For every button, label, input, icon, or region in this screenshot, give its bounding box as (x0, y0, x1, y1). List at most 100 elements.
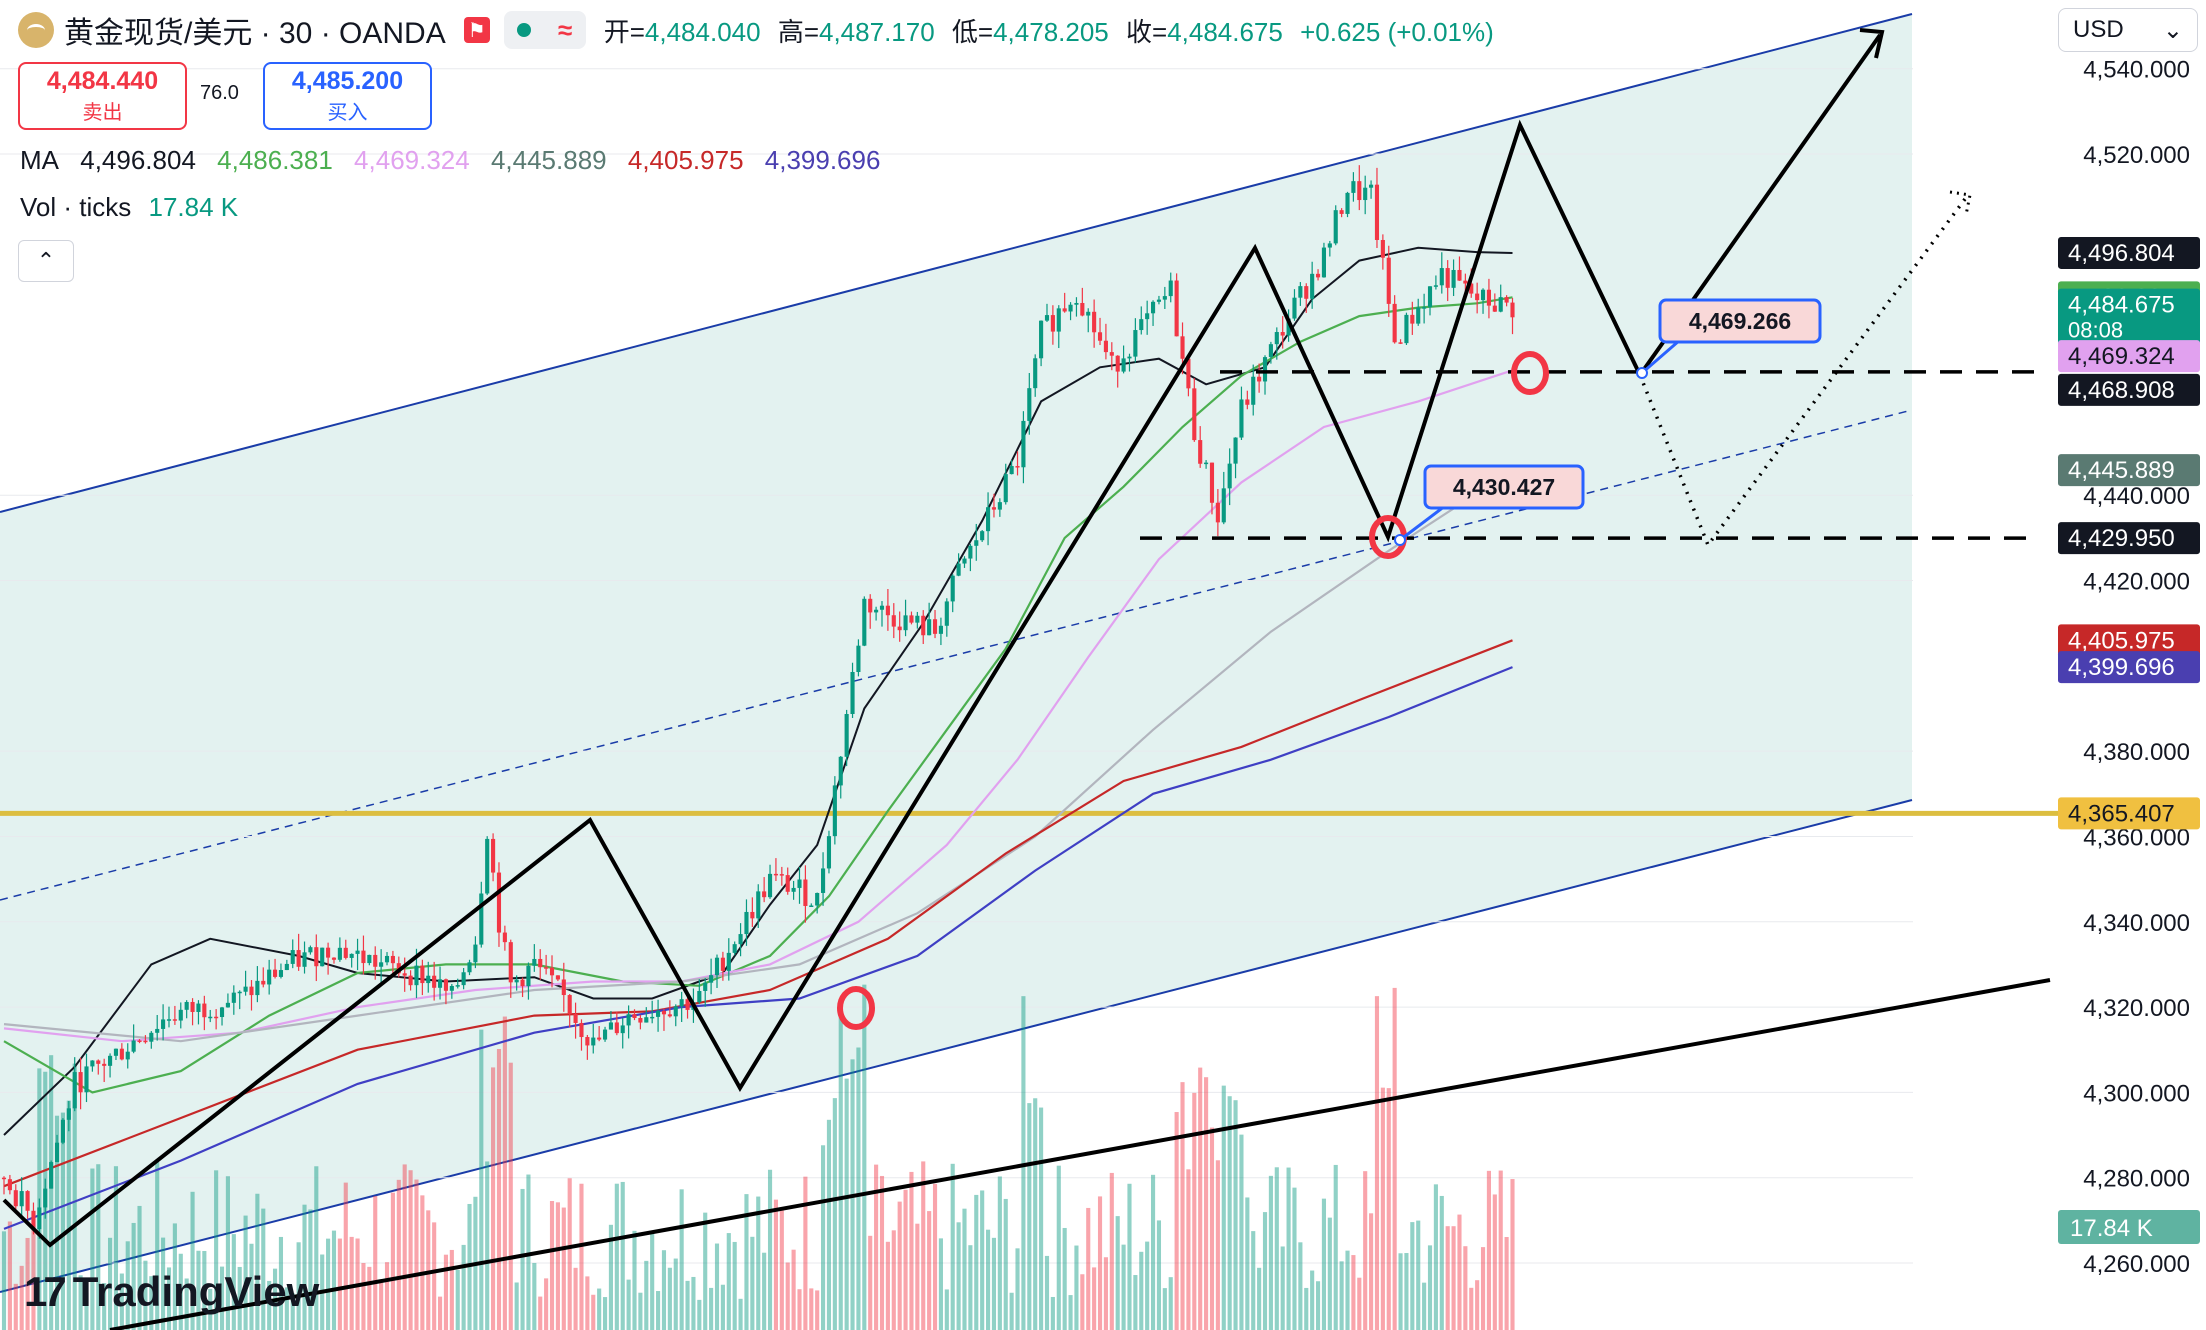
candle-body (927, 619, 932, 636)
candle-body (856, 645, 861, 672)
chevron-down-icon: ⌄ (2162, 16, 2183, 44)
volume-legend[interactable]: Vol · ticks 17.84 K (20, 192, 238, 223)
candle-body (267, 969, 272, 985)
volume-bar (1121, 1244, 1126, 1330)
volume-bar (1404, 1253, 1409, 1330)
volume-bar (1003, 1198, 1008, 1330)
volume-bar (1327, 1217, 1332, 1330)
candle-body (1168, 280, 1173, 297)
candle-body (1486, 289, 1491, 306)
candle-body (119, 1048, 124, 1060)
volume-bar (1315, 1281, 1321, 1330)
price-badge (2058, 651, 2200, 684)
volume-bar (7, 1221, 12, 1330)
price-tick-label: 4,440.000 (2083, 483, 2190, 510)
ma-legend[interactable]: MA 4,496.804 4,486.381 4,469.324 4,445.8… (20, 145, 894, 176)
volume-bar (302, 1204, 307, 1330)
volume-bar (1257, 1267, 1262, 1330)
volume-label: Vol · ticks (20, 192, 132, 222)
volume-bar (991, 1237, 997, 1330)
currency-select[interactable]: USD ⌄ (2058, 8, 2198, 52)
buy-button[interactable]: 4,485.200 买入 (263, 62, 432, 130)
candle-body (196, 1003, 201, 1012)
volume-bar (479, 1029, 484, 1330)
volume-bar (667, 1267, 672, 1330)
volume-bar (54, 1115, 60, 1330)
tradingview-logo[interactable]: 17 TradingView (24, 1268, 319, 1316)
candle-body (944, 601, 949, 626)
volume-bar (1015, 1248, 1020, 1330)
candle-body (597, 1037, 602, 1040)
volume-bar (632, 1230, 637, 1330)
volume-bar (685, 1280, 690, 1330)
ma-value-2: 4,486.381 (217, 145, 333, 175)
low-value: 4,478.205 (993, 16, 1109, 47)
volume-bar (1, 1231, 7, 1330)
candle-body (1410, 314, 1415, 324)
candle-body (538, 958, 543, 968)
wave-icon: ≈ (558, 14, 573, 45)
volume-bar (1363, 1171, 1368, 1330)
volume-bar (1351, 1255, 1356, 1330)
volume-bar (1245, 1197, 1250, 1330)
candle-body (1392, 303, 1397, 343)
collapse-legend-button[interactable]: ⌃ (18, 240, 74, 282)
volume-bar (379, 1281, 384, 1330)
volume-bar (491, 1067, 496, 1330)
volume-bar (1162, 1288, 1167, 1330)
volume-bar (1215, 1160, 1220, 1330)
flag-icon[interactable]: ⚑ (463, 17, 490, 43)
candle-body (1257, 376, 1262, 382)
volume-bar (1080, 1274, 1085, 1330)
candle-body (296, 950, 301, 967)
sell-button[interactable]: 4,484.440 卖出 (18, 62, 187, 130)
volume-bar (237, 1266, 242, 1330)
candle-body (1174, 280, 1179, 337)
volume-bar (1227, 1096, 1232, 1330)
candle-body (1186, 358, 1191, 389)
change-value: +0.625 (+0.01%) (1300, 16, 1494, 47)
volume-bar (832, 1098, 837, 1330)
tradingview-mark-icon: 17 (24, 1268, 67, 1315)
market-status-icon[interactable]: ≈ (503, 11, 586, 49)
candle-body (1233, 437, 1238, 464)
volume-bar (190, 1191, 195, 1330)
chevron-up-icon: ⌃ (36, 248, 56, 273)
symbol-title[interactable]: 黄金现货/美元 · 30 · OANDA (64, 17, 446, 50)
volume-bar (60, 1112, 65, 1330)
volume-bar (986, 1229, 991, 1330)
candle-body (78, 1072, 83, 1093)
volume-bar (762, 1252, 767, 1330)
candle-body (467, 962, 472, 973)
volume-bar (1410, 1222, 1415, 1330)
volume-bar (897, 1201, 902, 1330)
volume-bar (1150, 1174, 1156, 1330)
volume-bar (1239, 1134, 1244, 1330)
candle-body (390, 955, 395, 964)
trend-channel (0, 13, 1913, 1293)
candle-body (7, 1179, 12, 1191)
ma-value-5: 4,405.975 (627, 145, 744, 175)
candle-body (1121, 358, 1126, 372)
volume-bar (921, 1161, 926, 1330)
candle-body (455, 985, 460, 987)
volume-bar (1180, 1082, 1185, 1330)
volume-bar (579, 1183, 584, 1330)
candle-body (968, 545, 973, 559)
dotted-arrow-head-icon (1949, 190, 1972, 216)
candle-body (343, 947, 348, 958)
candle-body (190, 1001, 195, 1012)
callout-lower-anchor (1394, 534, 1406, 546)
candle-body (679, 999, 684, 1007)
candle-body (520, 979, 525, 987)
candle-body (1050, 315, 1055, 332)
volume-bar (879, 1175, 885, 1330)
candle-body (673, 1006, 678, 1017)
candle-body (373, 954, 378, 967)
buy-price: 4,485.200 (291, 67, 404, 95)
high-label: 高= (777, 16, 819, 47)
candle-body (844, 714, 849, 757)
candle-body (561, 979, 566, 996)
volume-bar (691, 1276, 696, 1330)
